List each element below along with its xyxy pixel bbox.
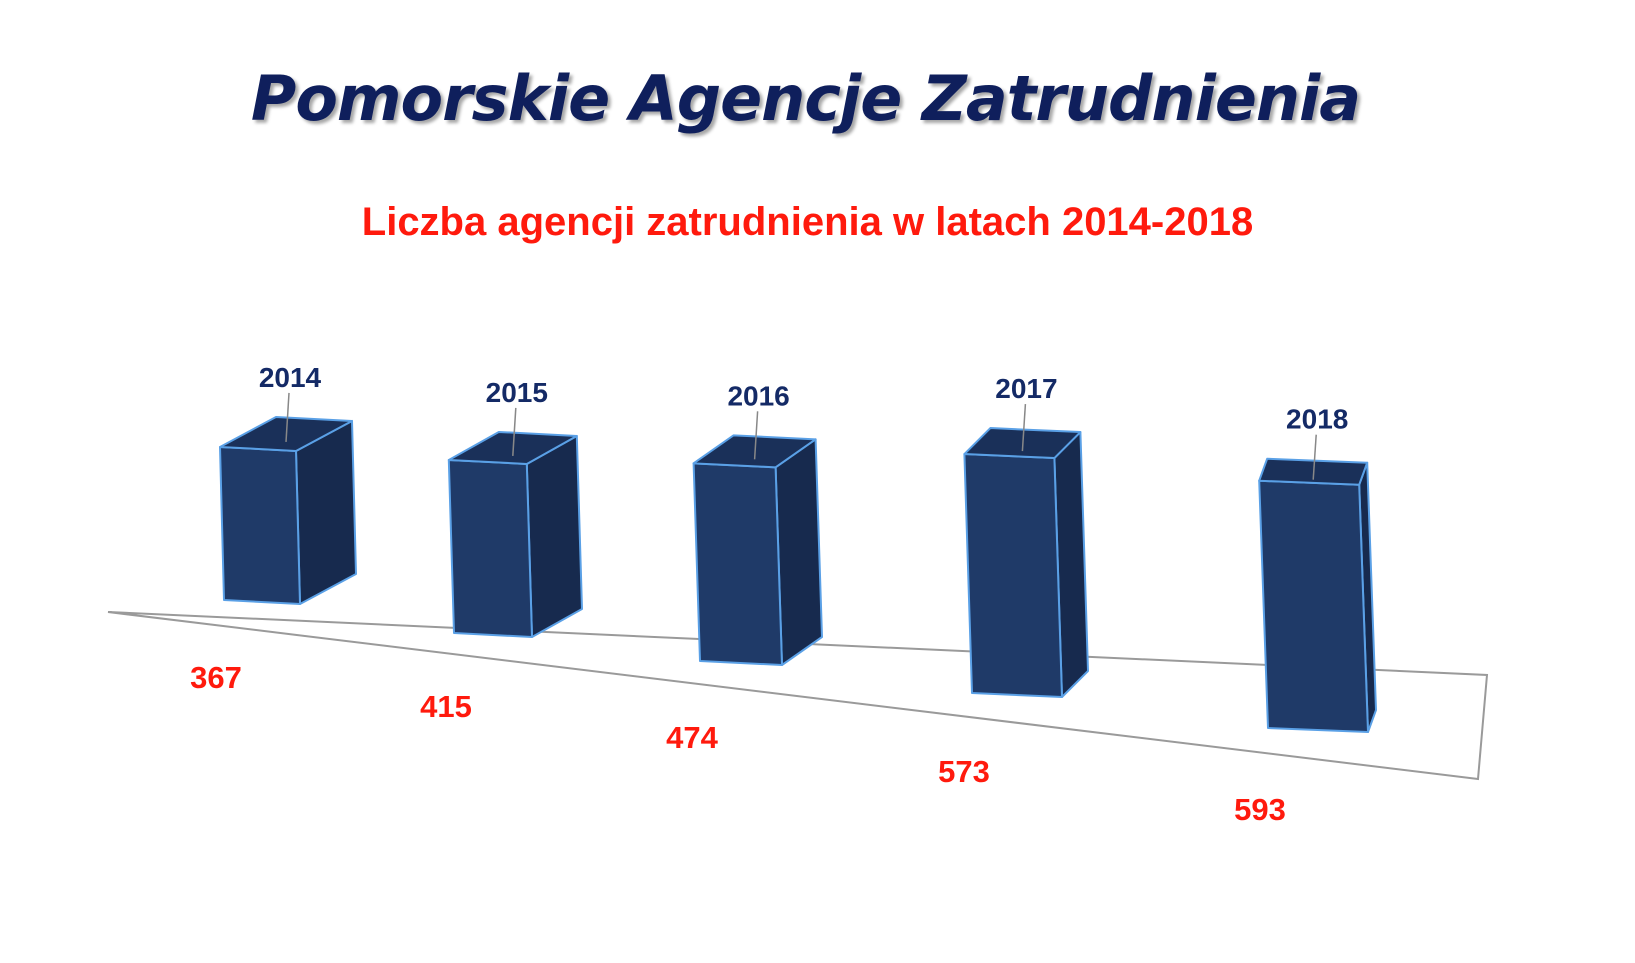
bar-front-2018 (1258, 479, 1369, 733)
bar-front-2015 (447, 458, 533, 638)
value-label-2018: 593 (1234, 792, 1286, 827)
bar-side-2015 (525, 434, 583, 638)
bar-2016 (692, 434, 823, 666)
chart-title: Liczba agencji zatrudnienia w latach 201… (361, 200, 1254, 244)
value-label-2015: 415 (420, 689, 472, 724)
year-label-2016: 2016 (727, 380, 789, 411)
bar-2018 (1258, 457, 1377, 733)
bar-side-2016 (774, 438, 823, 666)
leader-line-2016 (753, 411, 759, 460)
bar-2014 (219, 415, 357, 605)
leader-line-2018 (1312, 434, 1317, 480)
year-label-2018: 2018 (1286, 404, 1348, 435)
bars-group (219, 415, 1377, 733)
value-label-2014: 367 (190, 660, 242, 695)
year-label-2014: 2014 (259, 362, 322, 393)
value-label-2016: 474 (666, 720, 718, 755)
page-title: Pomorskie Agencje Zatrudnienia (250, 62, 1361, 135)
bar-front-2016 (692, 462, 783, 666)
leader-line-2014 (285, 392, 290, 443)
year-label-2017: 2017 (995, 373, 1057, 404)
bar-side-2014 (295, 419, 357, 605)
year-label-2015: 2015 (486, 377, 548, 408)
bar-front-2014 (219, 445, 301, 605)
leader-line-2017 (1021, 404, 1027, 452)
leader-line-2015 (512, 407, 517, 456)
labels-group: 2014 367 2015 415 2016 474 2017 573 2018 593 (190, 362, 1348, 827)
bar-2015 (447, 430, 583, 638)
bar-2017 (963, 427, 1089, 698)
bar-front-2017 (963, 453, 1063, 698)
value-label-2017: 573 (938, 754, 990, 789)
